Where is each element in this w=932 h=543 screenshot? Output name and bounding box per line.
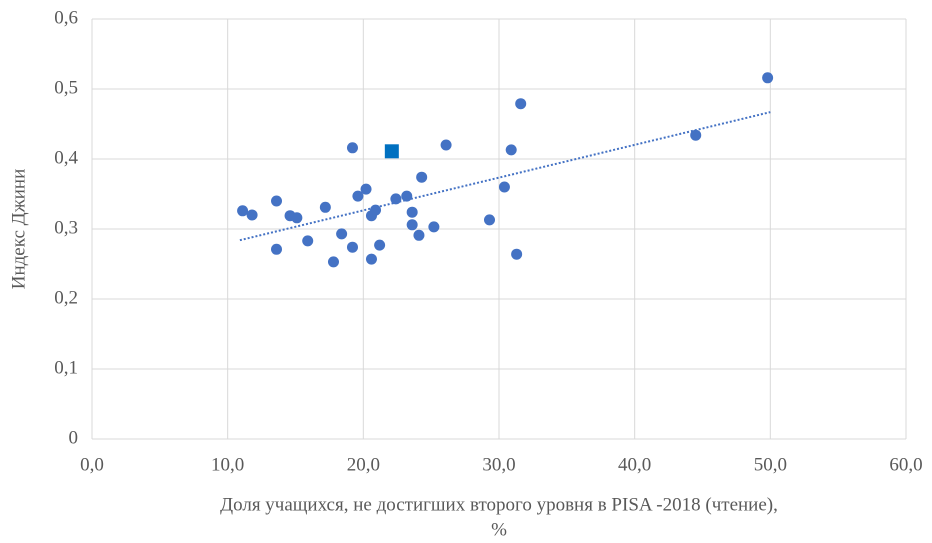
point (352, 190, 364, 202)
point (511, 248, 523, 260)
point (374, 239, 386, 251)
point (406, 206, 418, 218)
y-tick-label: 0 (69, 427, 79, 448)
point (484, 214, 496, 226)
y-tick-label: 0,4 (54, 147, 78, 168)
point (428, 221, 440, 233)
point-highlight (384, 144, 399, 159)
trendline (239, 111, 771, 242)
point (762, 72, 774, 84)
x-tick-label: 10,0 (211, 454, 244, 475)
point (346, 241, 358, 253)
y-tick-label: 0,2 (54, 287, 78, 308)
point (390, 193, 402, 205)
y-tick-label: 0,5 (54, 77, 78, 98)
y-tick-label: 0,1 (54, 357, 78, 378)
x-axis-title: % (491, 519, 507, 540)
point (302, 235, 314, 247)
x-tick-label: 40,0 (618, 454, 651, 475)
point (246, 209, 258, 221)
y-tick-label: 0,3 (54, 217, 78, 238)
x-tick-label: 30,0 (482, 454, 515, 475)
y-tick-label: 0,6 (54, 7, 78, 28)
x-tick-label: 0,0 (80, 454, 104, 475)
point (370, 204, 382, 216)
point (505, 144, 517, 156)
point (346, 142, 358, 154)
point (327, 256, 339, 268)
point (336, 228, 348, 240)
point (413, 229, 425, 241)
x-tick-label: 50,0 (754, 454, 787, 475)
point (271, 195, 283, 207)
point (291, 212, 303, 224)
point (416, 171, 428, 183)
y-axis-title: Индекс Джини (8, 169, 29, 290)
point (365, 253, 377, 265)
point (406, 219, 418, 231)
point (360, 183, 372, 195)
point (690, 129, 702, 141)
point (401, 190, 413, 202)
point (515, 98, 527, 110)
x-tick-label: 60,0 (889, 454, 922, 475)
point (440, 139, 452, 151)
point (319, 201, 331, 213)
point (498, 181, 510, 193)
x-tick-label: 20,0 (347, 454, 380, 475)
point (237, 205, 249, 217)
x-axis-title: Доля учащихся, не достигших второго уров… (220, 494, 778, 515)
point (271, 243, 283, 255)
